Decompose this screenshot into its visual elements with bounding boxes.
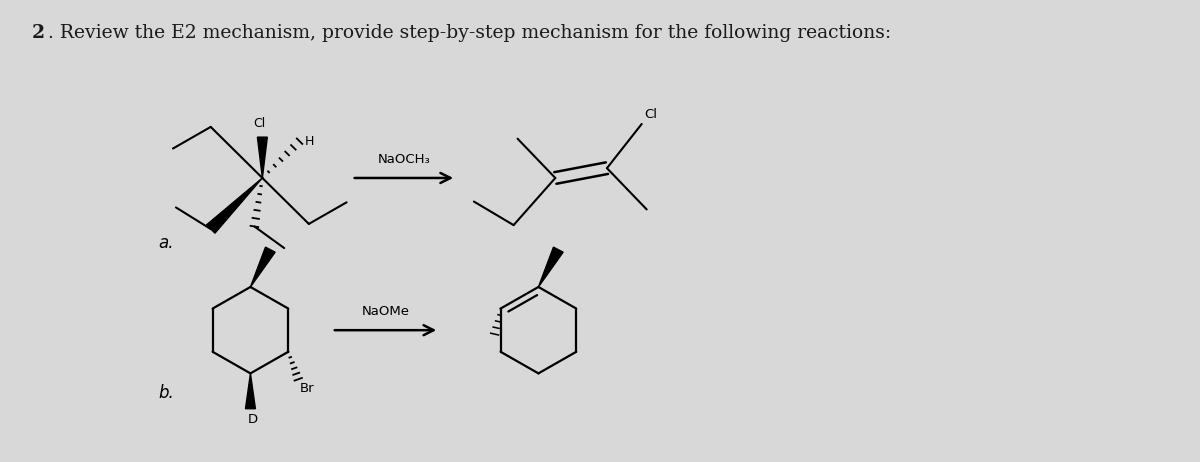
Text: NaOMe: NaOMe xyxy=(361,305,409,318)
Text: a.: a. xyxy=(158,234,174,252)
Text: H: H xyxy=(305,135,314,148)
Text: NaOCH₃: NaOCH₃ xyxy=(378,153,431,166)
Text: Cl: Cl xyxy=(253,117,265,130)
Text: Br: Br xyxy=(300,382,314,395)
Polygon shape xyxy=(246,373,256,409)
Text: D: D xyxy=(247,413,258,426)
Polygon shape xyxy=(539,247,563,287)
Text: b.: b. xyxy=(158,384,174,402)
Text: . Review the E2 mechanism, provide step-by-step mechanism for the following reac: . Review the E2 mechanism, provide step-… xyxy=(48,24,890,42)
Polygon shape xyxy=(257,137,268,178)
Text: 2: 2 xyxy=(32,24,44,42)
Polygon shape xyxy=(251,247,275,287)
Text: Cl: Cl xyxy=(644,108,658,121)
Polygon shape xyxy=(206,178,263,233)
